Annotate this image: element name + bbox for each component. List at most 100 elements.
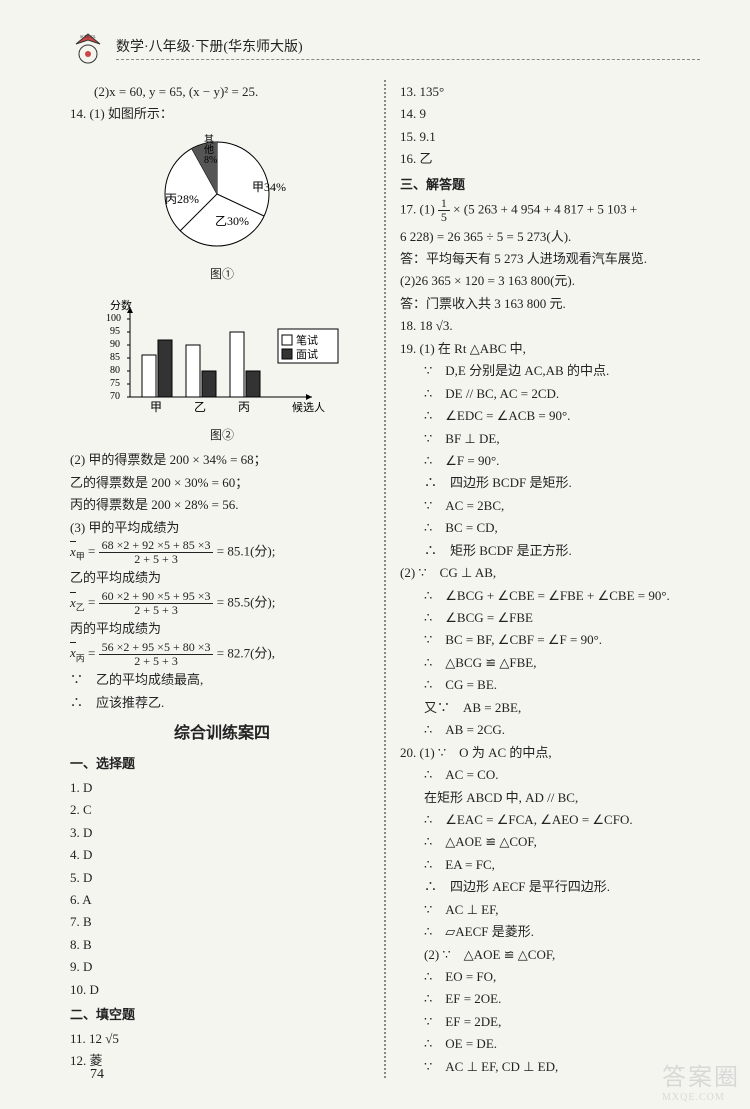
- proof-line: (2) ∵ △AOE ≌ △COF,: [400, 944, 700, 965]
- text-line: (2)x = 60, y = 65, (x − y)² = 25.: [70, 81, 374, 102]
- page-number: 74: [90, 1067, 104, 1083]
- proof-line: ∵ BC = BF, ∠CBF = ∠F = 90°.: [400, 629, 700, 650]
- answer-line: 5. D: [70, 867, 374, 888]
- svg-text:候选人: 候选人: [292, 400, 325, 414]
- proof-line: ∴ △AOE ≌ △COF,: [400, 831, 700, 852]
- proof-line: ∴ EF = 2OE.: [400, 988, 700, 1009]
- figure-caption: 图②: [70, 426, 374, 446]
- svg-text:乙: 乙: [194, 400, 206, 414]
- proof-line: ∴ △BCG ≌ △FBE,: [400, 652, 700, 673]
- answer-line: 6. A: [70, 889, 374, 910]
- text-line: 丙的平均成绩为: [70, 618, 374, 639]
- answer-line: 15. 9.1: [400, 126, 700, 147]
- svg-text:80: 80: [110, 365, 120, 376]
- proof-line: ∵ D,E 分别是边 AC,AB 的中点.: [400, 360, 700, 381]
- proof-line: ∴ ∠BCG = ∠FBE: [400, 607, 700, 628]
- answer-line: 3. D: [70, 822, 374, 843]
- avg-formula-3: x丙 = 56 ×2 + 95 ×5 + 80 ×32 + 5 + 3 = 82…: [70, 641, 374, 668]
- header-title: 数学·八年级·下册(华东师大版): [116, 36, 700, 60]
- proof-line: ∴ ▱AECF 是菱形.: [400, 921, 700, 942]
- avg-formula-1: x甲 = 68 ×2 + 92 ×5 + 85 ×32 + 5 + 3 = 85…: [70, 539, 374, 566]
- proof-line: ∵ BF ⊥ DE,: [400, 428, 700, 449]
- proof-line: ∴ OE = DE.: [400, 1033, 700, 1054]
- proof-line: ∵ AC ⊥ EF, CD ⊥ ED,: [400, 1056, 700, 1077]
- q19-line: 19. (1) 在 Rt △ABC 中,: [400, 338, 700, 359]
- school-logo-icon: SCHOOL: [70, 30, 106, 66]
- bar-chart: 分数 候选人 70 75 80 85 90 95 100 甲: [70, 289, 374, 445]
- answer-line: 16. 乙: [400, 148, 700, 169]
- subhead-fill: 二、填空题: [70, 1004, 374, 1025]
- proof-line: ∴ 四边形 BCDF 是矩形.: [400, 472, 700, 493]
- left-column: (2)x = 60, y = 65, (x − y)² = 25. 14. (1…: [70, 80, 384, 1078]
- svg-text:甲: 甲: [150, 400, 162, 414]
- page-header: SCHOOL 数学·八年级·下册(华东师大版): [70, 30, 700, 66]
- avg-formula-2: x乙 = 60 ×2 + 90 ×5 + 95 ×32 + 5 + 3 = 85…: [70, 590, 374, 617]
- answer-line: 2. C: [70, 799, 374, 820]
- svg-text:丙28%: 丙28%: [165, 192, 199, 206]
- svg-text:甲34%: 甲34%: [252, 180, 286, 194]
- svg-text:面试: 面试: [296, 348, 318, 361]
- text-line: 乙的平均成绩为: [70, 567, 374, 588]
- section-title: 综合训练案四: [70, 721, 374, 747]
- figure-caption: 图①: [70, 265, 374, 285]
- text-line: ∴ 应该推荐乙.: [70, 692, 374, 713]
- svg-text:100: 100: [106, 313, 121, 324]
- svg-text:95: 95: [110, 326, 120, 337]
- proof-line: ∴ ∠EDC = ∠ACB = 90°.: [400, 405, 700, 426]
- proof-line: ∴ 四边形 AECF 是平行四边形.: [400, 876, 700, 897]
- q19b-line: (2) ∵ CG ⊥ AB,: [400, 562, 700, 583]
- answer-line: 13. 135°: [400, 81, 700, 102]
- answer-line: 12. 菱: [70, 1050, 374, 1071]
- proof-line: ∴ EO = FO,: [400, 966, 700, 987]
- answer-line: 8. B: [70, 934, 374, 955]
- proof-line: 在矩形 ABCD 中, AD // BC,: [400, 787, 700, 808]
- proof-line: ∴ ∠F = 90°.: [400, 450, 700, 471]
- q18-line: 18. 18 √3.: [400, 315, 700, 336]
- right-column: 13. 135° 14. 9 15. 9.1 16. 乙 三、解答题 17. (…: [386, 80, 700, 1078]
- q17-line: 答：平均每天有 5 273 人进场观看汽车展览.: [400, 248, 700, 269]
- proof-line: ∴ ∠BCG + ∠CBE = ∠FBE + ∠CBE = 90°.: [400, 585, 700, 606]
- proof-line: ∴ BC = CD,: [400, 517, 700, 538]
- q17-line: 6 228) = 26 365 ÷ 5 = 5 273(人).: [400, 226, 700, 247]
- proof-line: ∵ EF = 2DE,: [400, 1011, 700, 1032]
- subhead-solve: 三、解答题: [400, 174, 700, 195]
- proof-line: ∴ AC = CO.: [400, 764, 700, 785]
- proof-line: ∵ AC ⊥ EF,: [400, 899, 700, 920]
- answer-line: 10. D: [70, 979, 374, 1000]
- q17-line: 17. (1) 15 × (5 263 + 4 954 + 4 817 + 5 …: [400, 197, 700, 224]
- text-line: (3) 甲的平均成绩为: [70, 517, 374, 538]
- answer-line: 14. 9: [400, 103, 700, 124]
- proof-line: ∴ EA = FC,: [400, 854, 700, 875]
- proof-line: 又∵ AB = 2BE,: [400, 697, 700, 718]
- svg-text:85: 85: [110, 352, 120, 363]
- text-line: 丙的得票数是 200 × 28% = 56.: [70, 494, 374, 515]
- proof-line: ∴ CG = BE.: [400, 674, 700, 695]
- q20-line: 20. (1) ∵ O 为 AC 的中点,: [400, 742, 700, 763]
- text-line: 乙的得票数是 200 × 30% = 60；: [70, 472, 374, 493]
- text-line: (2) 甲的得票数是 200 × 34% = 68；: [70, 449, 374, 470]
- proof-line: ∴ 矩形 BCDF 是正方形.: [400, 540, 700, 561]
- answer-line: 9. D: [70, 956, 374, 977]
- answer-line: 7. B: [70, 911, 374, 932]
- answer-line: 1. D: [70, 777, 374, 798]
- answer-line: 4. D: [70, 844, 374, 865]
- text-line: 14. (1) 如图所示：: [70, 103, 374, 124]
- subhead-choice: 一、选择题: [70, 753, 374, 774]
- svg-text:90: 90: [110, 339, 120, 350]
- proof-line: ∴ AB = 2CG.: [400, 719, 700, 740]
- svg-text:笔试: 笔试: [296, 333, 318, 347]
- svg-text:丙: 丙: [238, 400, 250, 414]
- svg-text:SCHOOL: SCHOOL: [80, 34, 97, 39]
- svg-text:70: 70: [110, 391, 120, 402]
- text-line: ∵ 乙的平均成绩最高,: [70, 669, 374, 690]
- pie-chart: 甲34% 乙30% 丙28% 其 他 8% 图①: [70, 129, 374, 285]
- proof-line: ∴ DE // BC, AC = 2CD.: [400, 383, 700, 404]
- svg-text:8%: 8%: [204, 155, 217, 166]
- svg-text:75: 75: [110, 378, 120, 389]
- q17-line: 答：门票收入共 3 163 800 元.: [400, 293, 700, 314]
- watermark-text: 答案圈 MXQE.COM: [662, 1057, 740, 1103]
- answer-line: 11. 12 √5: [70, 1028, 374, 1049]
- proof-line: ∴ ∠EAC = ∠FCA, ∠AEO = ∠CFO.: [400, 809, 700, 830]
- q17-line: (2)26 365 × 120 = 3 163 800(元).: [400, 270, 700, 291]
- svg-text:乙30%: 乙30%: [215, 214, 249, 228]
